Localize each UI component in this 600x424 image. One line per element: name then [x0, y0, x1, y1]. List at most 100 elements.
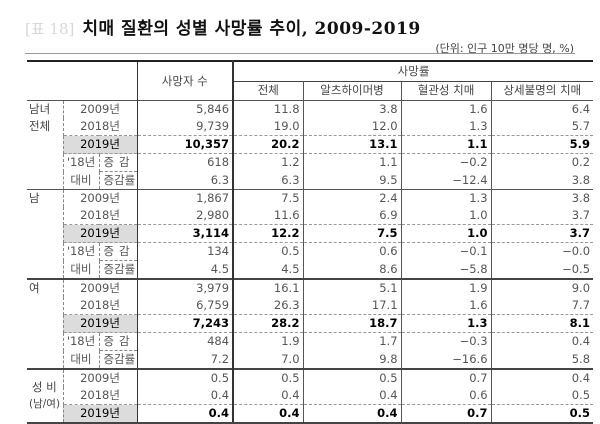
table-row-highlight: 2019년 7,243 28.2 18.7 1.3 8.1 [27, 314, 594, 333]
divider [25, 53, 575, 54]
year-label: 2009년 [62, 278, 138, 297]
cell-vascular: −0.3 [401, 332, 492, 351]
cell-deaths: 6.3 [136, 171, 235, 190]
cell-unspecified: 3.7 [571, 208, 591, 222]
cell-deaths: 3,114 [136, 224, 235, 243]
comparison-label: '18년 [62, 153, 99, 172]
cell-total: 7.0 [233, 350, 304, 369]
comparison-label: '18년 [62, 332, 99, 351]
table-row: 2018년 6,759 26.3 17.1 1.6 7.7 [27, 297, 593, 315]
col-header-unspecified: 상세불명의 치매 [491, 80, 594, 101]
cell-vascular: −0.1 [401, 242, 492, 261]
cell-alzheimer: 7.5 [303, 224, 402, 243]
table-row-highlight: 2019년 10,357 20.2 13.1 1.1 5.9 [27, 135, 594, 154]
cell-alzheimer: 5.1 [303, 278, 402, 297]
cell-alzheimer: 1.1 [303, 153, 402, 172]
cell-total: 6.3 [233, 171, 304, 190]
group-label: 남녀 전체 [27, 100, 63, 136]
cell-deaths: 3,979 [136, 278, 235, 297]
page-title: 치매 질환의 성별 사망률 추이, 2009-2019 [82, 19, 421, 39]
cell-deaths: 9,739 [136, 118, 235, 136]
cell-deaths: 5,846 [136, 100, 235, 118]
year-label: 2009년 [62, 368, 138, 387]
cell-alzheimer: 6.9 [303, 207, 402, 225]
cell-unspecified: 5.8 [571, 351, 591, 366]
cell-unspecified: 3.8 [491, 189, 594, 207]
cell-unspecified: 5.7 [571, 119, 591, 133]
table-row: 성 비 (남/여) 2009년 0.5 0.5 0.5 0.7 0.4 [27, 368, 594, 424]
cell-unspecified: 3.7 [491, 224, 594, 243]
cell-alzheimer: 12.0 [303, 118, 402, 136]
change-label-a: 증 [103, 334, 115, 348]
cell-alzheimer: 0.5 [303, 368, 402, 387]
cell-total: 19.0 [233, 118, 304, 136]
cell-alzheimer: 9.5 [303, 171, 402, 190]
group-label-line1: 성 비 [31, 380, 57, 394]
change-rate-label: 증감률 [98, 350, 138, 369]
table-row: 2018년 9,739 19.0 12.0 1.3 5.7 [27, 118, 593, 136]
cell-unspecified: 3.8 [571, 172, 591, 187]
cell-total: 16.1 [233, 278, 304, 297]
cell-alzheimer: 0.4 [303, 404, 402, 424]
cell-vascular: −16.6 [401, 350, 492, 369]
group-label-line1: 남녀 [29, 102, 51, 116]
header-blank [27, 60, 138, 101]
year-label: 2019년 [62, 224, 138, 243]
table-row-highlight: 2019년 0.4 0.4 0.4 0.7 0.5 [27, 404, 594, 424]
change-rate-label: 증감률 [98, 171, 138, 190]
cropped-previous-line [40, 0, 500, 5]
cell-total: 1.2 [233, 153, 304, 172]
table-row: 대비 증감률 7.2 7.0 9.8 −16.6 5.8 [27, 350, 593, 369]
cell-vascular: −0.2 [401, 153, 492, 172]
group-label-line1: 여 [29, 281, 40, 295]
cell-vascular: 1.3 [401, 189, 492, 207]
comparison-label: '18년 [62, 242, 99, 261]
group-label-line1: 남 [29, 191, 40, 205]
cell-total: 7.5 [233, 189, 304, 207]
cell-total: 0.4 [233, 404, 304, 424]
cell-vascular: 1.0 [401, 207, 492, 225]
table-row: 대비 증감률 6.3 6.3 9.5 −12.4 3.8 [27, 171, 593, 190]
dementia-mortality-table: 사망자 수 사망률 전체 알츠하이머병 혈관성 치매 상세불명의 치매 남녀 전… [27, 59, 594, 424]
comparison-label: 대비 [62, 350, 99, 369]
cell-deaths: 0.4 [136, 404, 235, 424]
cell-vascular: 0.6 [401, 387, 492, 405]
cell-unspecified: 0.2 [491, 153, 594, 172]
cell-unspecified: 0.4 [491, 368, 594, 387]
cell-unspecified: 0.5 [491, 404, 594, 424]
cell-alzheimer: 9.8 [303, 350, 402, 369]
cell-unspecified: −0.0 [491, 242, 594, 261]
group-label: 성 비 (남/여) [27, 368, 63, 424]
col-header-rate-group: 사망률 [233, 59, 594, 82]
table-number: [표 18] [25, 20, 75, 38]
table-row: 2018년 0.4 0.4 0.4 0.6 0.5 [27, 387, 593, 405]
cell-total: 12.2 [233, 224, 304, 243]
cell-unspecified: 5.9 [491, 135, 594, 154]
cell-total: 0.5 [233, 242, 304, 261]
cell-unspecified: 9.0 [491, 278, 594, 297]
cell-deaths: 6,759 [136, 297, 235, 315]
cell-total: 11.6 [233, 207, 304, 225]
cell-total: 20.2 [233, 135, 304, 154]
cell-unspecified: 0.5 [571, 388, 591, 402]
group-label-spacer [27, 136, 63, 190]
cell-deaths: 7,243 [136, 314, 235, 333]
cell-deaths: 484 [136, 332, 235, 351]
cell-total: 28.2 [233, 314, 304, 333]
header-row-2: 전체 알츠하이머병 혈관성 치매 상세불명의 치매 [27, 80, 594, 101]
change-label-b: 감 [118, 334, 130, 348]
cell-alzheimer: 0.6 [303, 242, 402, 261]
cell-alzheimer: 1.7 [303, 332, 402, 351]
cell-vascular: 1.6 [401, 297, 492, 315]
cell-alzheimer: 17.1 [303, 297, 402, 315]
group-label: 남 [27, 189, 63, 279]
cell-vascular: 1.0 [401, 224, 492, 243]
change-label-a: 증 [103, 244, 115, 258]
cell-total: 1.9 [233, 332, 304, 351]
cell-vascular: 1.6 [401, 100, 492, 118]
cell-vascular: 1.3 [401, 314, 492, 333]
cell-vascular: 1.3 [401, 118, 492, 136]
cell-unspecified: 0.4 [491, 332, 594, 351]
